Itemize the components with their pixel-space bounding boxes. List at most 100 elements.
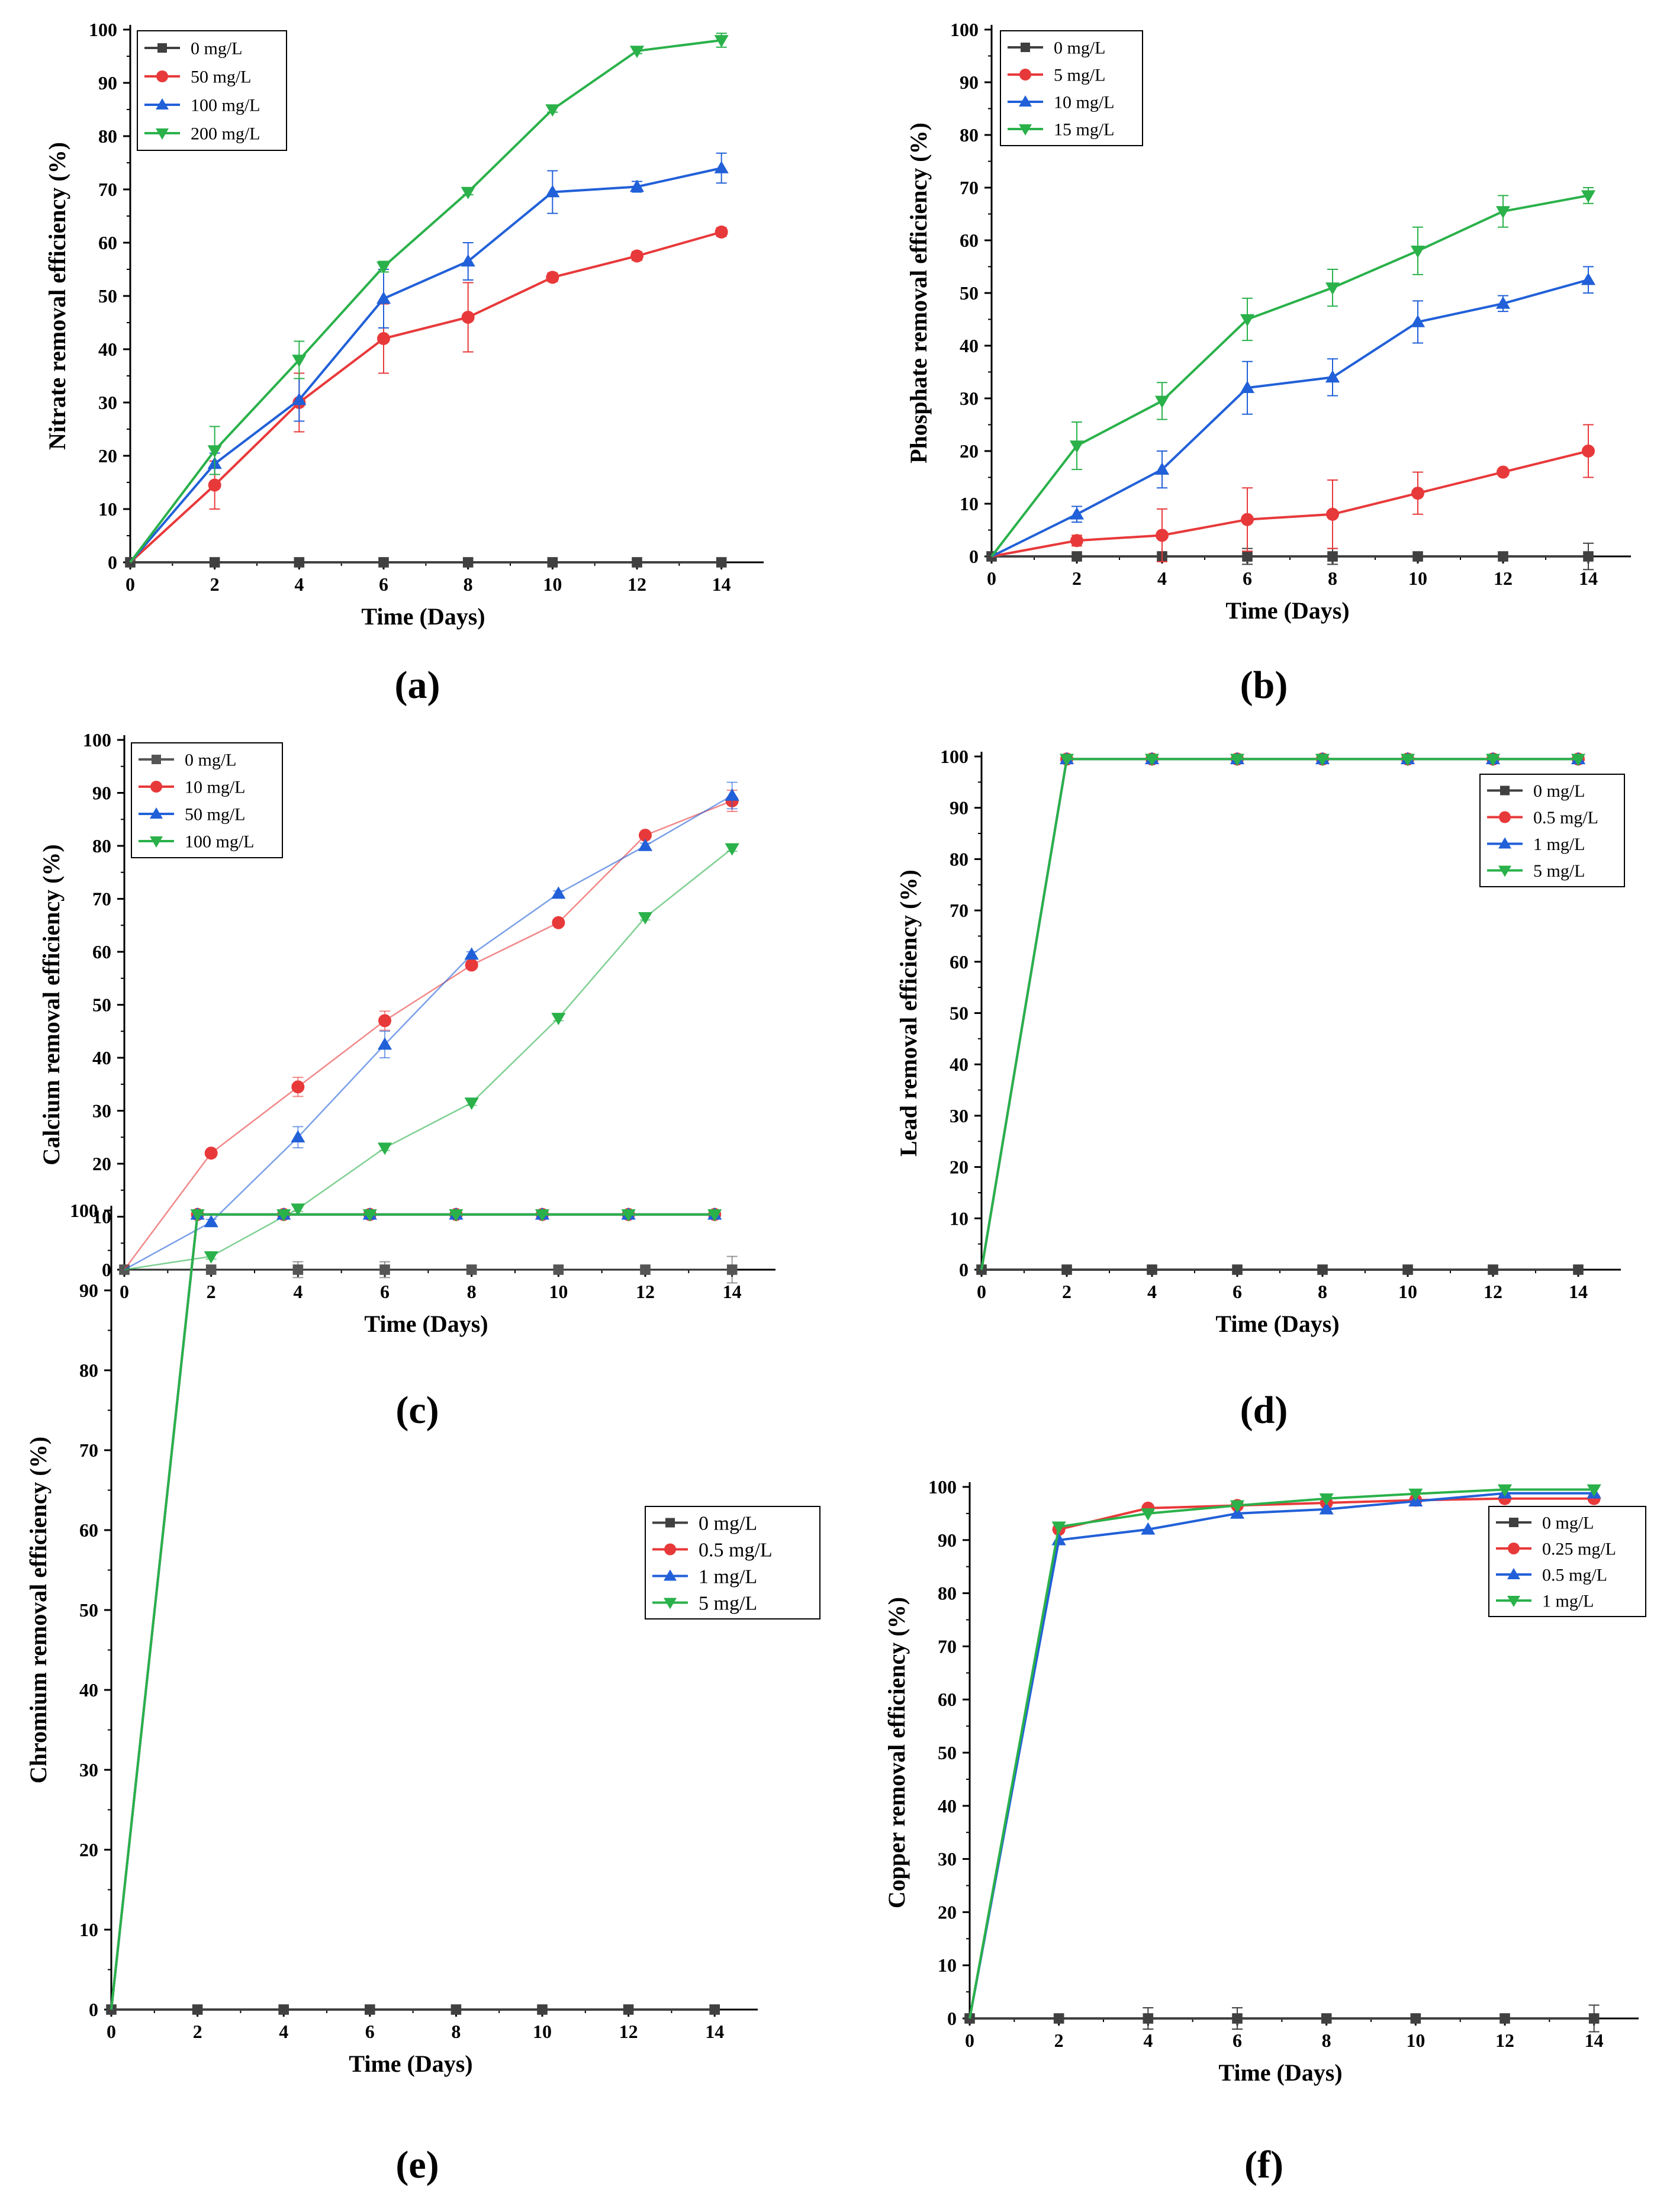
legend-label: 0 mg/L — [1533, 781, 1585, 801]
series-line — [124, 794, 733, 1271]
legend-marker — [1509, 1518, 1518, 1527]
y-tick-label: 0 — [947, 2008, 957, 2029]
x-tick-label: 14 — [705, 2021, 724, 2042]
series-100-mg-L — [124, 843, 739, 1271]
data-point — [1495, 296, 1511, 309]
y-tick-label: 20 — [98, 445, 117, 466]
y-tick-label: 80 — [938, 1583, 957, 1604]
x-axis-title: Time (Days) — [1215, 1311, 1339, 1337]
y-tick-label: 40 — [938, 1795, 957, 1817]
data-point — [462, 557, 474, 568]
y-tick-label: 70 — [79, 1440, 98, 1461]
data-point — [547, 557, 558, 568]
data-point — [377, 1037, 392, 1050]
data-point — [1141, 1522, 1156, 1535]
y-tick-label: 20 — [79, 1839, 98, 1860]
legend-marker — [1507, 1568, 1520, 1579]
x-axis-title: Time (Days) — [361, 603, 485, 630]
y-tick-label: 90 — [79, 1280, 98, 1301]
data-point — [362, 1209, 377, 1222]
series-line — [110, 1213, 715, 2010]
data-point — [377, 332, 390, 345]
x-tick-label: 4 — [279, 2021, 288, 2042]
data-point — [449, 1209, 464, 1222]
data-point — [461, 186, 475, 199]
data-point — [466, 1264, 477, 1275]
series-15-mg-L — [990, 187, 1596, 558]
data-point — [1059, 754, 1074, 767]
legend-label: 50 mg/L — [185, 805, 246, 825]
x-tick-label: 6 — [1243, 568, 1252, 589]
series-line — [991, 450, 1589, 558]
y-tick-label: 30 — [938, 1849, 957, 1870]
data-point — [377, 1142, 392, 1155]
y-tick-label: 60 — [98, 232, 117, 253]
y-tick-label: 100 — [70, 1200, 98, 1221]
y-tick-label: 60 — [960, 230, 979, 251]
y-tick-label: 100 — [928, 1476, 957, 1498]
data-point — [1141, 1508, 1156, 1521]
data-point — [461, 254, 475, 267]
data-point — [1581, 190, 1596, 203]
data-point — [709, 2004, 720, 2015]
x-tick-label: 2 — [193, 2021, 202, 2042]
x-tick-label: 2 — [1062, 1281, 1071, 1302]
legend-label: 0.5 mg/L — [1542, 1566, 1607, 1585]
y-tick-label: 100 — [89, 19, 117, 40]
data-point — [1583, 551, 1594, 562]
data-point — [1410, 2013, 1421, 2024]
series-line — [968, 1492, 1594, 2019]
x-tick-label: 4 — [1143, 2030, 1153, 2051]
legend: 0 mg/L 0.5 mg/L 1 mg/L 5 mg/L — [1479, 774, 1625, 887]
data-point — [1069, 440, 1085, 453]
y-tick-label: 70 — [950, 900, 968, 921]
x-tick-label: 8 — [451, 2021, 461, 2042]
y-axis-title: Phosphate removal efficiency (%) — [905, 123, 932, 463]
data-point — [1240, 314, 1255, 327]
x-tick-label: 4 — [1157, 568, 1167, 589]
data-point — [192, 2004, 203, 2015]
data-point — [208, 478, 221, 492]
legend: 0 mg/L 0.25 mg/L 0.5 mg/L 1 mg/L — [1488, 1506, 1646, 1617]
y-tick-label: 0 — [102, 1259, 111, 1280]
data-point — [1154, 395, 1170, 408]
data-point — [1240, 381, 1255, 393]
data-point — [207, 445, 222, 458]
panel-label-text: (d) — [1240, 1389, 1288, 1432]
y-tick-label: 100 — [950, 19, 979, 40]
x-tick-label: 4 — [294, 574, 304, 595]
data-point — [1232, 1264, 1243, 1275]
x-tick-label: 10 — [549, 1281, 568, 1302]
x-tick-label: 2 — [207, 1281, 216, 1302]
x-tick-label: 12 — [628, 574, 646, 595]
data-point — [1581, 272, 1596, 285]
y-tick-label: 80 — [79, 1360, 98, 1381]
legend-label: 100 mg/L — [185, 832, 255, 852]
y-tick-label: 20 — [938, 1901, 957, 1923]
legend-marker — [664, 1569, 677, 1581]
legend-marker — [664, 1543, 676, 1556]
y-tick-label: 60 — [938, 1689, 957, 1710]
y-tick-label: 20 — [92, 1153, 111, 1174]
legend-marker — [1019, 69, 1031, 81]
y-tick-label: 90 — [938, 1530, 957, 1551]
data-point — [623, 2004, 634, 2015]
y-tick-label: 80 — [960, 124, 979, 146]
y-tick-label: 50 — [960, 282, 979, 304]
data-point — [292, 392, 307, 405]
series-line — [968, 1497, 1594, 2019]
x-tick-label: 8 — [1318, 1281, 1327, 1302]
data-point — [1232, 2013, 1243, 2024]
x-tick-label: 0 — [965, 2030, 974, 2051]
legend-label: 0.25 mg/L — [1542, 1540, 1616, 1559]
y-tick-label: 30 — [960, 388, 979, 409]
y-tick-label: 10 — [98, 498, 117, 520]
series-1-mg-L — [968, 1484, 1601, 2019]
data-point — [552, 916, 565, 929]
y-tick-label: 40 — [79, 1679, 98, 1701]
data-point — [1400, 754, 1415, 767]
y-tick-label: 60 — [79, 1519, 98, 1541]
data-point — [1156, 529, 1169, 542]
chart-panel-b: 0 2 4 6 8 10 12 14 0 10 20 30 40 50 60 70 80 90 100 Time (D… — [905, 19, 1631, 624]
